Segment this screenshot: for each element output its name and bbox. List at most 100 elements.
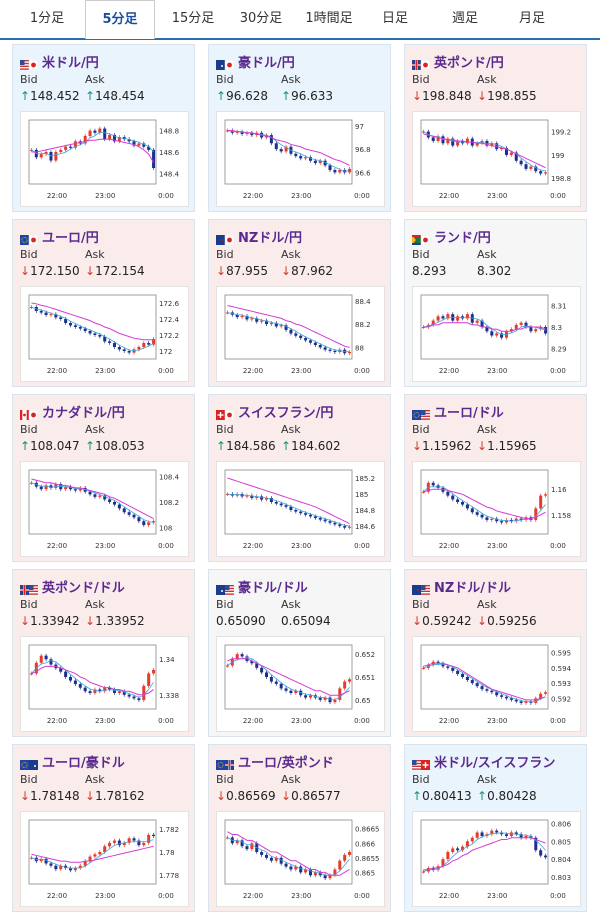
candle-body [534,698,538,703]
tab-3[interactable]: 30分足 [239,11,283,26]
x-tick-label: 0:00 [158,367,174,375]
tab-1[interactable]: 5分足 [85,0,155,39]
bid-value: ↓87.955 [216,264,269,278]
y-tick-label: 1.778 [159,872,179,880]
y-tick-label: 96.6 [355,169,371,177]
currency-pair-title[interactable]: ユーロ/円 [42,231,99,246]
y-tick-label: 185.2 [355,475,375,483]
currency-pair-title[interactable]: カナダドル/円 [42,406,125,421]
rate-card[interactable]: 米ドル/円 Bid Ask ↑148.452 ↑148.454 148.8 148… [12,44,195,212]
y-tick-label: 0.595 [551,650,571,658]
rate-card[interactable]: カナダドル/円 Bid Ask ↑108.047 ↑108.053 108.4 1… [12,394,195,562]
currency-pair-title[interactable]: ユーロ/豪ドル [42,756,125,771]
currency-pair-title[interactable]: ユーロ/英ポンド [238,756,334,771]
rate-card[interactable]: ユーロ/英ポンド Bid Ask ↓0.86569 ↓0.86577 0.866… [208,744,391,912]
price-chart[interactable]: 185.2 185 184.8 184.6 22:00 23:00 0:00 [216,461,385,557]
candle-body [142,685,146,701]
candlestick-svg: 199.2 199 198.8 22:00 23:00 0:00 [420,119,571,200]
price-chart[interactable]: 1.34 1.338 22:00 23:00 0:00 [20,636,189,732]
price-chart[interactable]: 0.806 0.805 0.804 0.803 22:00 23:00 0:00 [412,811,581,907]
currency-pair-title[interactable]: 豪ドル/円 [238,56,295,71]
currency-pair-title[interactable]: 英ポンド/円 [434,56,504,71]
ask-value: ↓1.78162 [85,789,145,803]
flag-icon [216,55,235,71]
price-chart[interactable]: 108.4 108.2 108 22:00 23:00 0:00 [20,461,189,557]
candle-body [112,689,116,693]
rate-card[interactable]: ユーロ/ドル Bid Ask ↓1.15962 ↓1.15965 1.16 1.1… [404,394,587,562]
moving-average-short [31,660,154,698]
price-chart[interactable]: 1.16 1.158 22:00 23:00 0:00 [412,461,581,557]
price-chart[interactable]: 199.2 199 198.8 22:00 23:00 0:00 [412,111,581,207]
rate-card[interactable]: NZドル/円 Bid Ask ↓87.955 ↓87.962 88.4 88.2 8… [208,219,391,387]
tab-6[interactable]: 週足 [451,11,478,26]
price-chart[interactable]: 0.8665 0.866 0.8655 0.865 22:00 23:00 0:00 [216,811,385,907]
candle-body [524,836,528,838]
price-chart[interactable]: 97 96.8 96.6 22:00 23:00 0:00 [216,111,385,207]
bid-label: Bid [20,773,38,786]
candle-body [504,834,508,836]
candle-body [112,343,116,347]
rate-card[interactable]: ユーロ/豪ドル Bid Ask ↓1.78148 ↓1.78162 1.782 1… [12,744,195,912]
candle-body [98,689,102,692]
candle-body [475,512,479,515]
candle-body [534,166,538,172]
candle-body [240,654,244,657]
price-chart[interactable]: 172.6 172.4 172.2 172 22:00 23:00 0:00 [20,286,189,382]
currency-pair-title[interactable]: 米ドル/円 [42,56,99,71]
candle-body [112,134,116,142]
currency-pair-title[interactable]: 英ポンド/ドル [42,581,125,596]
bid-value: ↓172.150 [20,264,80,278]
moving-average-short [227,657,350,701]
bid-label: Bid [20,248,38,261]
price-chart[interactable]: 88.4 88.2 88 22:00 23:00 0:00 [216,286,385,382]
candle-body [480,686,484,690]
tab-0[interactable]: 1分足 [29,11,65,26]
currency-pair-title[interactable]: NZドル/円 [238,231,303,246]
y-tick-label: 108.2 [159,499,179,507]
tab-5[interactable]: 日足 [381,11,408,26]
candle-body [142,842,146,846]
candle-body [323,347,327,350]
candle-body [436,316,440,321]
currency-pair-title[interactable]: 米ドル/スイスフラン [434,756,556,771]
candle-body [59,149,63,152]
price-chart[interactable]: 1.782 1.78 1.778 22:00 23:00 0:00 [20,811,189,907]
rate-card[interactable]: NZドル/ドル Bid Ask ↓0.59242 ↓0.59256 0.595 0… [404,569,587,737]
currency-pair-title[interactable]: ユーロ/ドル [434,406,504,421]
candle-body [495,692,499,696]
candle-body [421,667,425,669]
candle-body [69,868,73,871]
y-tick-label: 148.6 [159,149,180,157]
rate-card[interactable]: 豪ドル/円 Bid Ask ↑96.628 ↑96.633 97 96.8 96.6… [208,44,391,212]
currency-pair-title[interactable]: ランド/円 [434,231,491,246]
currency-pair-title[interactable]: 豪ドル/ドル [238,581,308,596]
candle-body [54,484,58,488]
x-tick-label: 0:00 [158,717,174,725]
rate-card[interactable]: ユーロ/円 Bid Ask ↓172.150 ↓172.154 172.6 172… [12,219,195,387]
price-chart[interactable]: 148.8 148.6 148.4 22:00 23:00 0:00 [20,111,189,207]
rate-card[interactable]: 英ポンド/円 Bid Ask ↓198.848 ↓198.855 199.2 19… [404,44,587,212]
price-chart[interactable]: 0.652 0.651 0.65 22:00 23:00 0:00 [216,636,385,732]
ask-value: ↓1.15965 [477,439,537,453]
rate-card[interactable]: ランド/円 Bid Ask 8.293 8.302 8.31 8.3 8.29 22:… [404,219,587,387]
rate-card[interactable]: 米ドル/スイスフラン Bid Ask ↑0.80413 ↑0.80428 0.8… [404,744,587,912]
currency-pair-title[interactable]: スイスフラン/円 [238,406,334,421]
rate-card[interactable]: 豪ドル/ドル Bid Ask 0.65090 0.65094 0.652 0.65… [208,569,391,737]
rate-card[interactable]: 英ポンド/ドル Bid Ask ↓1.33942 ↓1.33952 1.34 1.… [12,569,195,737]
price-chart[interactable]: 0.595 0.594 0.593 0.592 22:00 23:00 0:00 [412,636,581,732]
y-tick-label: 148.8 [159,128,179,136]
candle-body [137,143,141,146]
tab-2[interactable]: 15分足 [171,11,215,26]
x-tick-label: 22:00 [47,192,67,200]
x-tick-label: 0:00 [354,192,370,200]
currency-pair-title[interactable]: NZドル/ドル [434,581,512,596]
y-tick-label: 0.651 [355,674,375,682]
candle-body [225,494,229,495]
tab-7[interactable]: 月足 [518,11,545,26]
rate-card[interactable]: スイスフラン/円 Bid Ask ↑184.586 ↑184.602 185.2… [208,394,391,562]
candle-body [108,687,112,690]
price-chart[interactable]: 8.31 8.3 8.29 22:00 23:00 0:00 [412,286,581,382]
candlestick-svg: 148.8 148.6 148.4 22:00 23:00 0:00 [28,119,180,200]
y-tick-label: 88 [355,344,364,352]
tab-4[interactable]: 1時間足 [305,11,353,26]
